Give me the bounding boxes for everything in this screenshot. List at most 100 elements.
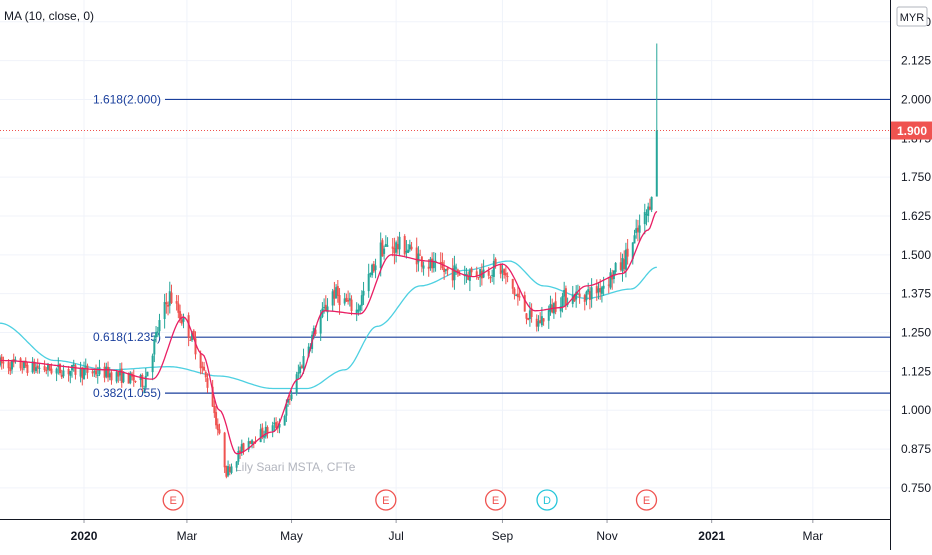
candle-body — [299, 366, 302, 373]
candle-body — [182, 316, 185, 322]
candle — [398, 231, 401, 256]
event-circle — [635, 489, 658, 511]
candle-body — [72, 364, 75, 367]
candle — [359, 304, 362, 314]
candle-body — [602, 285, 605, 289]
candle — [348, 292, 351, 307]
candle-body — [67, 369, 70, 375]
candle-body — [230, 466, 233, 473]
candle — [134, 380, 137, 384]
candle-body — [408, 244, 411, 250]
candle-body — [444, 269, 447, 272]
candle-body — [24, 360, 27, 367]
candle — [453, 255, 456, 290]
candle — [451, 258, 454, 288]
candle — [419, 249, 422, 256]
candle — [95, 364, 98, 378]
candle-body — [333, 290, 336, 299]
dividend-event-marker[interactable]: D — [536, 489, 558, 511]
candle-body — [55, 368, 58, 374]
candle-body — [623, 259, 626, 269]
candle — [539, 312, 542, 324]
candle — [180, 313, 183, 326]
candle-body — [163, 302, 166, 320]
currency-box[interactable]: MYR — [896, 6, 928, 27]
candle-body — [391, 246, 394, 249]
fib-levels[interactable]: 1.618(2.000) 0.618(1.235) 0.382(1.055) — [93, 92, 890, 400]
candle — [129, 371, 132, 385]
candle — [647, 202, 650, 223]
earnings-event-marker[interactable]: E — [484, 489, 507, 511]
candle-body — [539, 320, 542, 324]
candle — [347, 290, 350, 305]
candle — [74, 363, 77, 380]
candle-body — [371, 264, 374, 276]
candle-body — [393, 248, 396, 254]
candle — [611, 269, 614, 290]
candle — [14, 356, 17, 364]
candle — [439, 252, 442, 270]
candle — [170, 284, 173, 304]
candle — [597, 281, 600, 300]
event-label: E — [643, 495, 650, 507]
earnings-event-marker[interactable]: E — [162, 489, 184, 511]
candle — [11, 359, 14, 374]
candle-body — [105, 366, 108, 377]
candle — [492, 253, 495, 285]
candle-body — [158, 320, 161, 332]
y-tick-label: 0.750 — [901, 481, 931, 495]
candle-body — [201, 366, 204, 368]
candle-body — [626, 248, 629, 257]
candle-body — [192, 330, 195, 339]
candle-body — [357, 309, 360, 312]
candle-body — [239, 450, 242, 453]
candle — [386, 237, 389, 247]
y-tick-label: 2.125 — [901, 54, 931, 68]
candle-body — [38, 367, 41, 369]
candle-body — [235, 461, 238, 468]
candle-body — [523, 295, 526, 312]
candle-body — [218, 429, 221, 434]
candle-body — [588, 291, 591, 300]
candle-body — [614, 263, 617, 272]
candle — [405, 240, 408, 259]
earnings-event-marker[interactable]: E — [635, 489, 658, 511]
candle-body — [249, 441, 252, 444]
candle — [247, 437, 250, 453]
candle — [302, 348, 305, 374]
candle-body — [0, 357, 1, 366]
candle — [477, 276, 480, 280]
candle — [621, 253, 624, 282]
candle-body — [98, 367, 101, 375]
candle — [499, 263, 502, 279]
watermark-layer: Lily Saari MSTA, CFTe — [235, 460, 356, 474]
candle-body — [336, 286, 339, 296]
candle — [638, 214, 641, 241]
x-tick-label: Mar — [177, 529, 198, 543]
candle-body — [491, 275, 494, 277]
candle — [249, 440, 252, 445]
fib-level-label: 0.382(1.055) — [93, 386, 161, 400]
candle — [187, 312, 190, 347]
grid — [0, 0, 890, 519]
candle-body — [467, 275, 470, 280]
candle-body — [549, 304, 552, 312]
candle — [491, 269, 494, 283]
candle-body — [43, 366, 46, 371]
candle-body — [187, 315, 190, 338]
candle-body — [479, 269, 482, 278]
candle-body — [119, 370, 122, 376]
indicator-label[interactable]: MA (10, close, 0) — [4, 9, 95, 23]
earnings-event-marker[interactable]: E — [375, 489, 397, 511]
candle-body — [155, 331, 158, 338]
candle — [372, 261, 375, 273]
candle — [259, 423, 262, 443]
watermark: Lily Saari MSTA, CFTe — [235, 460, 356, 474]
candle-body — [636, 227, 639, 232]
candle-body — [103, 366, 106, 378]
candle-body — [458, 274, 461, 276]
candle-body — [587, 289, 590, 292]
